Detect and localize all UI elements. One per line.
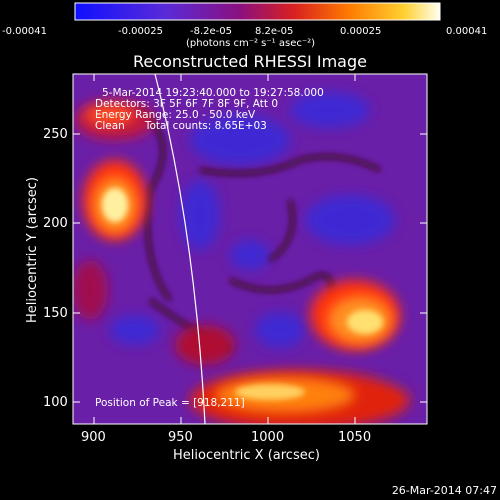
info-line-time: 5-Mar-2014 19:23:40.000 to 19:27:58.000 — [102, 87, 324, 99]
colorbar-tick: -8.2e-05 — [190, 26, 232, 37]
y-axis-label: Heliocentric Y (arcsec) — [25, 177, 40, 323]
x-tick-label: 1000 — [251, 430, 285, 445]
info-line-clean: Clean Total counts: 8.65E+03 — [95, 120, 267, 132]
axis-ticks — [73, 74, 427, 424]
y-tick-label: 150 — [43, 306, 68, 321]
y-tick-label: 200 — [43, 216, 68, 231]
info-line-detectors: Detectors: 3F 5F 6F 7F 8F 9F, Att 0 — [95, 98, 279, 110]
colorbar-tick: 0.00025 — [340, 26, 382, 37]
x-tick-label: 950 — [168, 430, 193, 445]
colorbar-units: (photons cm⁻² s⁻¹ asec⁻²) — [186, 38, 316, 49]
x-tick-label: 900 — [81, 430, 106, 445]
colorbar-tick: -0.00025 — [118, 26, 163, 37]
y-tick-label: 250 — [43, 127, 68, 142]
plot-title: Reconstructed RHESSI Image — [133, 52, 367, 71]
x-tick-label: 1050 — [338, 430, 372, 445]
solar-limb — [154, 73, 206, 425]
colorbar-tick: 0.00041 — [446, 26, 488, 37]
colorbar-tick: 8.2e-05 — [255, 26, 294, 37]
rhessi-image — [73, 74, 427, 424]
y-tick-label: 100 — [43, 395, 68, 410]
info-line-energy: Energy Range: 25.0 - 50.0 keV — [95, 109, 256, 121]
x-axis-label: Heliocentric X (arcsec) — [173, 448, 320, 463]
colorbar — [74, 2, 441, 21]
plot-frame — [72, 73, 428, 425]
footer-timestamp: 26-Mar-2014 07:47 — [391, 484, 497, 497]
peak-position-label: Position of Peak = [918,211] — [95, 397, 245, 409]
colorbar-tick: -0.00041 — [2, 26, 47, 37]
